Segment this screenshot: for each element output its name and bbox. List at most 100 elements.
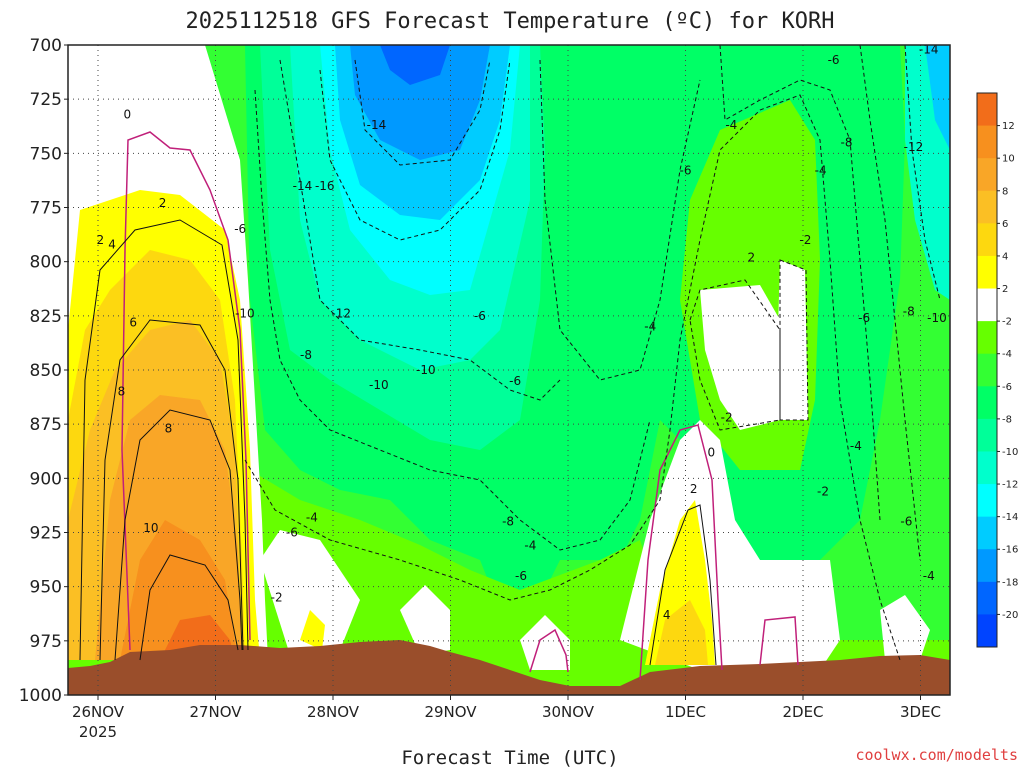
colorbar-swatch	[977, 353, 997, 387]
colorbar-swatch	[977, 549, 997, 583]
contour-line	[539, 59, 701, 381]
contour-label: -6	[680, 164, 692, 178]
field-minus18-region	[350, 45, 490, 160]
y-axis: 700 725 750 775 800 825 850 875 900 925 950 975 1000	[19, 36, 68, 706]
colorbar-swatch	[977, 386, 997, 420]
contour-line	[529, 628, 569, 673]
contour-label: 4	[108, 237, 116, 251]
x-tick-label: 28NOV	[307, 703, 360, 721]
y-tick-label: 1000	[19, 686, 62, 706]
contour-line	[139, 554, 239, 661]
contour-label: -10	[369, 378, 389, 392]
y-tick-label: 975	[30, 632, 62, 652]
contour-line	[79, 219, 249, 661]
colorbar-swatch	[977, 223, 997, 257]
colorbar-swatch	[977, 451, 997, 485]
contour-line	[244, 94, 901, 661]
contour-label: -4	[306, 510, 318, 524]
field-yellow-28-region	[300, 610, 325, 650]
contour-label: -16	[315, 179, 335, 193]
y-tick-label: 775	[30, 199, 62, 219]
colorbar-label: -8	[1002, 414, 1012, 425]
contour-label: -2	[817, 484, 829, 498]
contour-label: -6	[858, 311, 870, 325]
colorbar-label: 8	[1002, 186, 1008, 197]
contour-line	[319, 59, 511, 241]
contour-label: -2	[721, 411, 733, 425]
contour-label: -12	[904, 140, 924, 154]
contour-label: -8	[300, 348, 312, 362]
contour-label: -6	[234, 222, 246, 236]
colorbar-swatch	[977, 158, 997, 192]
contour-label: -14	[367, 118, 387, 132]
contour-line	[904, 45, 941, 301]
colorbar-swatch	[977, 516, 997, 550]
y-tick-label: 700	[30, 36, 62, 56]
x-axis-title: Forecast Time (UTC)	[401, 747, 618, 768]
x-year-label: 2025	[79, 723, 117, 741]
contour-label: -4	[644, 320, 656, 334]
contour-label: -10	[927, 311, 947, 325]
contour-label: 0	[708, 445, 716, 459]
contour-label: -6	[900, 515, 912, 529]
contour-label: -8	[502, 515, 514, 529]
contour-label: 6	[129, 315, 137, 329]
contour-label: -6	[474, 309, 486, 323]
temperature-field	[68, 45, 950, 695]
y-tick-label: 825	[30, 307, 62, 327]
y-tick-label: 900	[30, 469, 62, 489]
field-white-lowwest-region	[880, 595, 930, 660]
contour-label: -4	[923, 569, 935, 583]
contour-line	[689, 279, 781, 431]
field-minus20-region	[380, 45, 450, 85]
colorbar-swatch	[977, 418, 997, 452]
contour-line	[254, 89, 651, 551]
x-tick-label: 2DEC	[782, 703, 823, 721]
colorbar-swatch	[977, 255, 997, 290]
contour-label: -6	[828, 53, 840, 67]
contour-lines	[79, 45, 941, 681]
contour-label: -6	[286, 526, 298, 540]
colorbar-swatch	[977, 614, 997, 648]
y-tick-label: 950	[30, 578, 62, 598]
contour-label: -10	[416, 363, 436, 377]
contour-line	[639, 424, 723, 681]
contour-label: -2	[271, 591, 283, 605]
contour-label: 2	[159, 196, 167, 210]
colorbar-label: 4	[1002, 251, 1008, 262]
x-tick-label: 27NOV	[189, 703, 242, 721]
contour-line	[279, 59, 561, 401]
y-tick-label: 925	[30, 524, 62, 544]
colorbar-label: -6	[1002, 382, 1012, 393]
contour-label: -6	[509, 374, 521, 388]
colorbar-label: -10	[1002, 447, 1018, 458]
contour-label: -4	[815, 164, 827, 178]
colorbar-label: -14	[1002, 512, 1018, 523]
contour-label: 2	[747, 250, 755, 264]
contour-label: -8	[903, 305, 915, 319]
contour-line	[114, 409, 243, 661]
colorbar-swatch	[977, 321, 997, 355]
y-tick-label: 725	[30, 90, 62, 110]
contour-label: -10	[235, 307, 255, 321]
field-orange-dec-region	[655, 600, 708, 665]
x-tick-label: 29NOV	[424, 703, 477, 721]
contour-line	[121, 131, 251, 651]
y-tick-label: 800	[30, 253, 62, 273]
contour-label: -12	[331, 307, 351, 321]
colorbar-label: 10	[1002, 154, 1015, 165]
colorbar-swatch	[977, 190, 997, 224]
contour-label: 10	[143, 521, 158, 535]
contour-label: 8	[118, 385, 126, 399]
y-tick-label: 750	[30, 144, 62, 164]
field-white-low28-region	[260, 530, 360, 655]
colorbar-label: 2	[1002, 284, 1008, 295]
x-axis: 26NOV 27NOV 28NOV 29NOV 30NOV 1DEC 2DEC 3DEC	[72, 695, 941, 721]
colorbar-label: -20	[1002, 610, 1018, 621]
colorbar-swatch	[977, 93, 997, 127]
contour-line	[759, 616, 799, 666]
contour-label: -14	[293, 179, 313, 193]
contour-label: 2	[690, 482, 698, 496]
